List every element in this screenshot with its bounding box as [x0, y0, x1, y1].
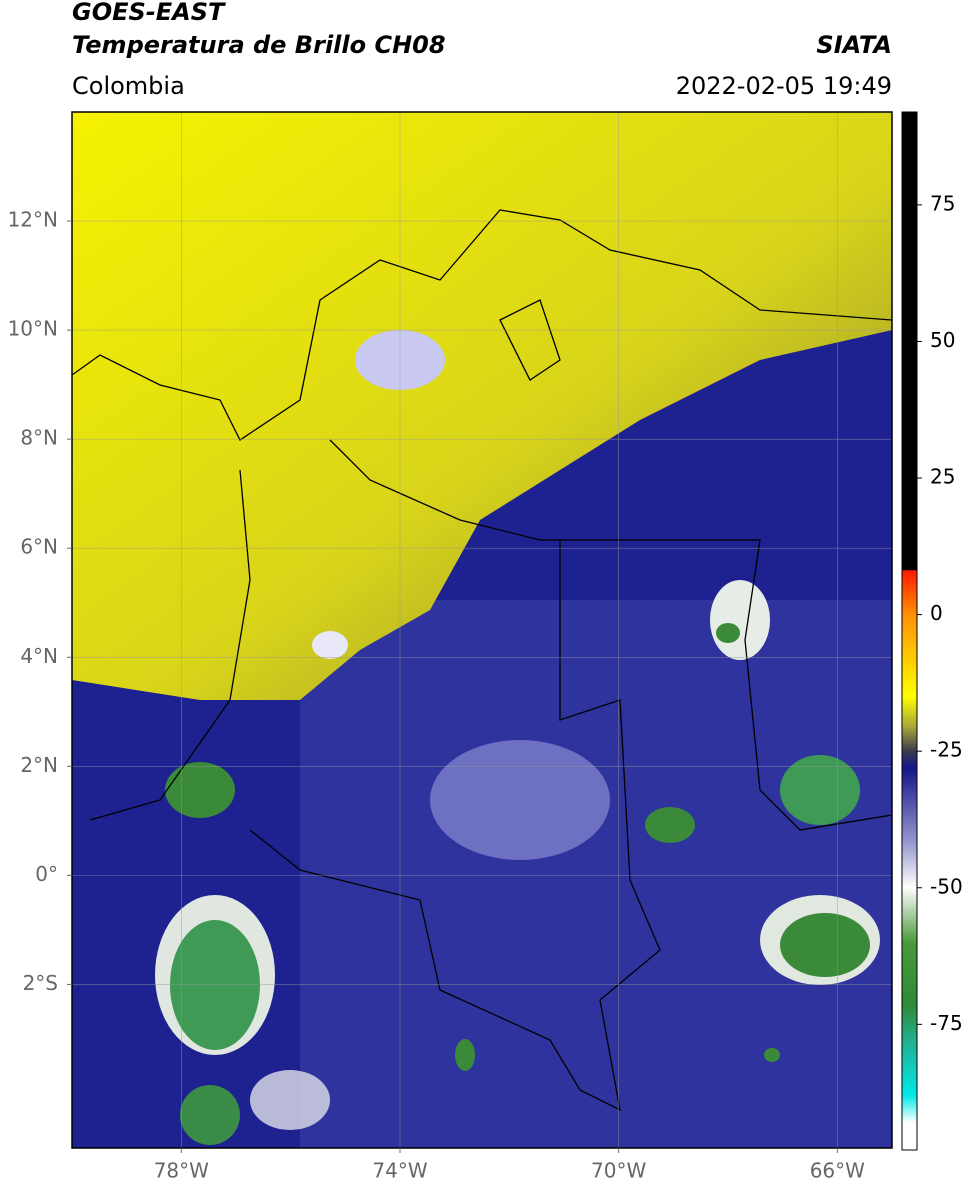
y-tick-label: 8°N	[20, 426, 58, 450]
borders	[72, 209, 892, 1112]
y-tick-label: 2°S	[23, 971, 58, 995]
subtitle: Temperatura de Brillo CH08	[72, 31, 446, 59]
map-frame	[71, 111, 893, 1149]
cloud	[180, 1085, 240, 1145]
y-tick-label: 4°N	[20, 644, 58, 668]
colorbar-tick-label: -75	[930, 1011, 963, 1035]
colorbar-tick-label: 25	[930, 465, 955, 489]
y-tick-label: 12°N	[8, 208, 58, 232]
cloud	[455, 1039, 475, 1071]
cloud	[250, 1070, 330, 1130]
cloud	[312, 631, 348, 659]
cloud	[710, 580, 770, 660]
region: Colombia	[72, 72, 185, 100]
graticule	[72, 112, 892, 1148]
colorbar-tick-label: 50	[930, 328, 955, 352]
cloud	[780, 755, 860, 825]
cloud	[645, 807, 695, 843]
timestamp: 2022-02-05 19:49	[676, 72, 892, 100]
imagery	[72, 112, 892, 1148]
colorbar-tick-label: 0	[930, 601, 943, 625]
colorbar-tick-label: 75	[930, 191, 955, 215]
imagery-layer	[300, 600, 892, 1148]
x-tick-label: 66°W	[810, 1159, 865, 1183]
colorbar-tick-label: -25	[930, 738, 963, 762]
colorbar-tick-label: -50	[930, 874, 963, 898]
x-tick-label: 74°W	[372, 1159, 427, 1183]
cloud	[430, 740, 610, 860]
y-tick-label: 6°N	[20, 535, 58, 559]
warm-region	[72, 112, 892, 700]
y-tick-label: 0°	[35, 862, 58, 886]
source: SIATA	[816, 31, 892, 59]
y-tick-label: 2°N	[20, 753, 58, 777]
x-tick-label: 78°W	[154, 1159, 209, 1183]
title: GOES-EAST	[72, 0, 226, 26]
cloud	[165, 762, 235, 818]
cloud	[716, 623, 740, 643]
cloud	[764, 1048, 780, 1062]
cloud	[170, 920, 260, 1050]
y-tick-label: 10°N	[8, 317, 58, 341]
cloud	[780, 913, 870, 977]
colorbar	[901, 111, 918, 1151]
x-tick-label: 70°W	[591, 1159, 646, 1183]
